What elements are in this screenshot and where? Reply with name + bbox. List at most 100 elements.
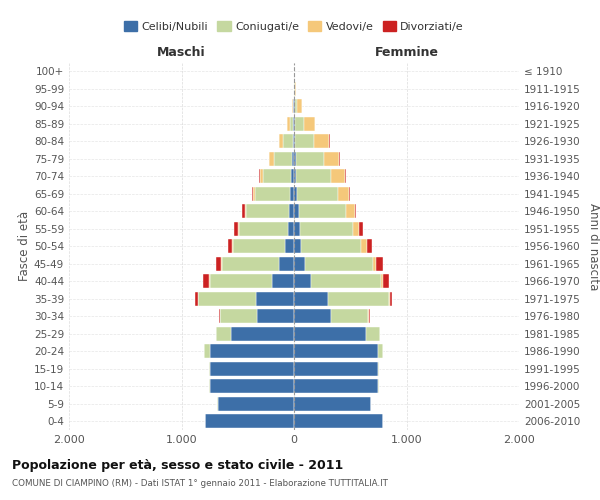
Bar bbox=[294, 186, 298, 201]
Bar bbox=[311, 274, 381, 288]
Bar bbox=[246, 204, 289, 218]
Bar bbox=[205, 414, 294, 428]
Bar bbox=[256, 292, 294, 306]
Bar bbox=[349, 186, 350, 201]
Bar bbox=[339, 152, 340, 166]
Bar bbox=[259, 169, 260, 184]
Bar bbox=[293, 116, 294, 131]
Bar bbox=[204, 344, 209, 358]
Bar bbox=[290, 186, 294, 201]
Bar bbox=[290, 116, 293, 131]
Bar bbox=[238, 222, 239, 236]
Bar bbox=[289, 204, 294, 218]
Y-axis label: Anni di nascita: Anni di nascita bbox=[587, 202, 600, 290]
Bar bbox=[255, 186, 290, 201]
Bar bbox=[294, 414, 383, 428]
Bar bbox=[294, 274, 311, 288]
Bar bbox=[353, 222, 359, 236]
Bar bbox=[232, 239, 233, 254]
Bar bbox=[297, 99, 302, 114]
Bar bbox=[294, 326, 366, 341]
Bar bbox=[295, 116, 304, 131]
Bar bbox=[218, 396, 294, 411]
Bar bbox=[299, 222, 353, 236]
Bar bbox=[231, 326, 294, 341]
Bar bbox=[366, 326, 380, 341]
Bar bbox=[294, 362, 379, 376]
Bar bbox=[260, 169, 263, 184]
Bar bbox=[294, 379, 379, 394]
Bar bbox=[228, 239, 232, 254]
Bar bbox=[233, 239, 285, 254]
Bar bbox=[274, 152, 292, 166]
Bar bbox=[294, 256, 305, 271]
Bar bbox=[305, 256, 373, 271]
Bar bbox=[209, 379, 294, 394]
Bar bbox=[331, 309, 368, 324]
Bar bbox=[291, 169, 294, 184]
Bar bbox=[328, 292, 389, 306]
Bar bbox=[361, 239, 367, 254]
Bar bbox=[299, 204, 346, 218]
Bar bbox=[242, 204, 245, 218]
Bar bbox=[294, 222, 299, 236]
Bar bbox=[269, 152, 274, 166]
Text: Maschi: Maschi bbox=[157, 46, 206, 59]
Bar bbox=[292, 152, 294, 166]
Bar bbox=[217, 326, 231, 341]
Bar bbox=[257, 309, 294, 324]
Bar bbox=[209, 344, 294, 358]
Bar bbox=[331, 169, 345, 184]
Bar bbox=[263, 169, 291, 184]
Bar bbox=[367, 239, 372, 254]
Bar bbox=[301, 239, 361, 254]
Bar bbox=[285, 239, 294, 254]
Bar bbox=[294, 204, 299, 218]
Bar bbox=[283, 134, 293, 148]
Bar bbox=[359, 222, 362, 236]
Bar bbox=[294, 152, 296, 166]
Bar bbox=[314, 134, 329, 148]
Bar bbox=[296, 169, 331, 184]
Bar bbox=[294, 344, 379, 358]
Bar bbox=[287, 116, 290, 131]
Bar bbox=[216, 256, 221, 271]
Bar bbox=[373, 256, 376, 271]
Bar bbox=[324, 152, 339, 166]
Bar bbox=[294, 396, 371, 411]
Bar bbox=[304, 116, 316, 131]
Bar bbox=[209, 362, 294, 376]
Text: Popolazione per età, sesso e stato civile - 2011: Popolazione per età, sesso e stato civil… bbox=[12, 459, 343, 472]
Bar bbox=[199, 292, 256, 306]
Bar bbox=[338, 186, 349, 201]
Bar bbox=[383, 274, 389, 288]
Bar bbox=[389, 292, 392, 306]
Bar bbox=[294, 116, 295, 131]
Bar bbox=[220, 309, 257, 324]
Bar bbox=[252, 186, 253, 201]
Bar bbox=[294, 169, 296, 184]
Bar bbox=[295, 82, 296, 96]
Bar bbox=[293, 134, 294, 148]
Bar bbox=[195, 292, 198, 306]
Bar bbox=[345, 169, 346, 184]
Bar bbox=[294, 309, 331, 324]
Bar bbox=[203, 274, 209, 288]
Bar bbox=[355, 204, 356, 218]
Bar bbox=[279, 134, 283, 148]
Bar bbox=[294, 134, 295, 148]
Bar bbox=[294, 292, 328, 306]
Bar bbox=[239, 222, 288, 236]
Bar bbox=[295, 99, 297, 114]
Bar bbox=[294, 239, 301, 254]
Bar bbox=[245, 204, 246, 218]
Bar bbox=[295, 134, 314, 148]
Bar bbox=[209, 274, 271, 288]
Bar bbox=[280, 256, 294, 271]
Y-axis label: Fasce di età: Fasce di età bbox=[18, 211, 31, 282]
Bar bbox=[253, 186, 255, 201]
Bar bbox=[376, 256, 383, 271]
Bar bbox=[222, 256, 280, 271]
Text: COMUNE DI CIAMPINO (RM) - Dati ISTAT 1° gennaio 2011 - Elaborazione TUTTITALIA.I: COMUNE DI CIAMPINO (RM) - Dati ISTAT 1° … bbox=[12, 479, 388, 488]
Bar bbox=[346, 204, 355, 218]
